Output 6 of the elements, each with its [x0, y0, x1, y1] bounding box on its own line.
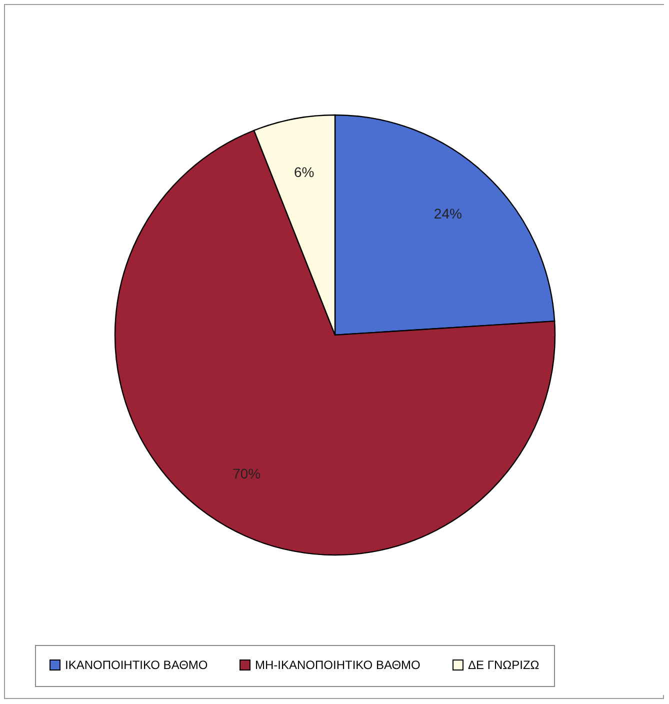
- data-label: 70%: [232, 465, 261, 482]
- data-label: 24%: [434, 206, 462, 222]
- legend-label: ΙΚΑΝΟΠΟΙΗΤΙΚΟ ΒΑΘΜΟ: [65, 658, 208, 672]
- legend-label: ΜΗ-ΙΚΑΝΟΠΟΙΗΤΙΚΟ ΒΑΘΜΟ: [255, 658, 420, 672]
- data-label: 6%: [294, 164, 314, 180]
- legend-label: ΔΕ ΓΝΩΡΙΖΩ: [468, 658, 540, 672]
